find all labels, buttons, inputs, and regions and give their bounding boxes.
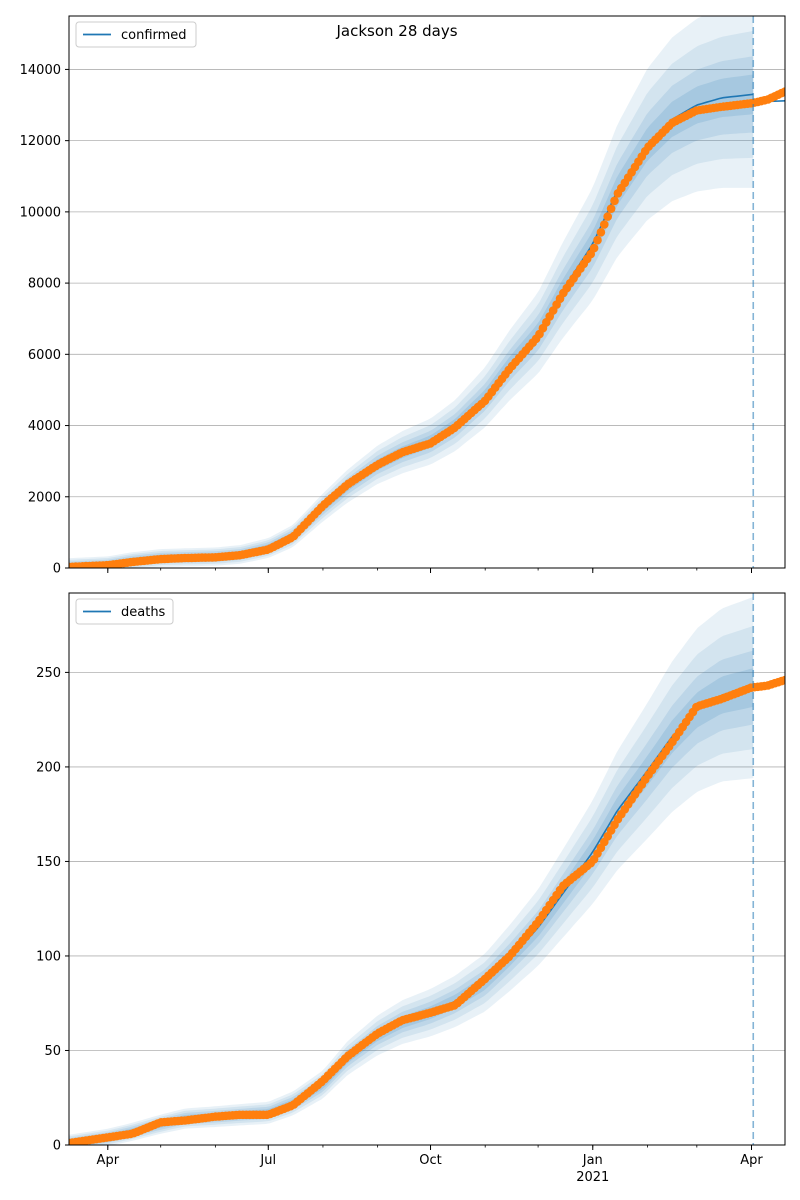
y-tick-label: 10000 <box>20 205 61 220</box>
x-tick-label: Jul <box>259 1153 276 1168</box>
plot-area <box>69 16 785 568</box>
x-tick-label: Apr <box>97 1153 120 1168</box>
y-tick-label: 0 <box>53 562 61 577</box>
y-tick-label: 14000 <box>20 63 61 78</box>
y-tick-label: 200 <box>36 760 61 775</box>
uncertainty-band <box>69 16 754 568</box>
plot-area <box>69 596 785 1145</box>
uncertainty-band <box>69 650 754 1145</box>
y-tick-label: 2000 <box>28 490 61 505</box>
uncertainty-band <box>69 626 754 1145</box>
y-tick-label: 8000 <box>28 277 61 292</box>
observed-series <box>69 675 785 1145</box>
y-tick-label: 150 <box>36 855 61 870</box>
uncertainty-band <box>69 74 754 568</box>
uncertainty-band <box>69 596 754 1145</box>
observed-point <box>780 87 785 96</box>
axes-frame <box>68 15 786 569</box>
chart-title: Jackson 28 days <box>335 22 457 40</box>
x-tick-sublabel: 2021 <box>576 1170 609 1185</box>
observed-point <box>600 220 609 229</box>
y-tick-label: 50 <box>44 1044 61 1059</box>
y-tick-label: 250 <box>36 666 61 681</box>
uncertainty-band <box>69 668 754 1145</box>
x-tick-label: Oct <box>419 1153 441 1168</box>
observed-point <box>596 228 606 237</box>
legend-box <box>75 598 174 625</box>
x-tick-label: Jan <box>582 1153 603 1168</box>
y-tick-label: 6000 <box>28 348 61 363</box>
observed-series <box>69 87 785 568</box>
observed-point <box>603 212 612 221</box>
y-tick-label: 100 <box>36 949 61 964</box>
deaths-panel: 0 50 100 150 200 250 Apr Jul Oct Jan 2021 Apr deaths <box>36 592 786 1185</box>
axes-frame <box>68 592 786 1146</box>
legend-box <box>75 21 197 48</box>
uncertainty-band <box>69 30 754 568</box>
y-tick-label: 4000 <box>28 419 61 434</box>
observed-point <box>606 204 616 213</box>
x-tick-label: Apr <box>740 1153 763 1168</box>
observed-point <box>780 675 785 685</box>
y-tick-label: 12000 <box>20 134 61 149</box>
observed-point <box>593 235 602 245</box>
observed-point <box>589 243 599 253</box>
confirmed-panel: 0 2000 4000 6000 8000 10000 12000 14000 confirme… <box>20 15 786 577</box>
y-tick-label: 0 <box>53 1139 61 1154</box>
uncertainty-band <box>69 56 754 568</box>
observed-point <box>610 196 619 206</box>
legend-label: deaths <box>121 605 166 620</box>
legend-label: confirmed <box>121 28 187 43</box>
